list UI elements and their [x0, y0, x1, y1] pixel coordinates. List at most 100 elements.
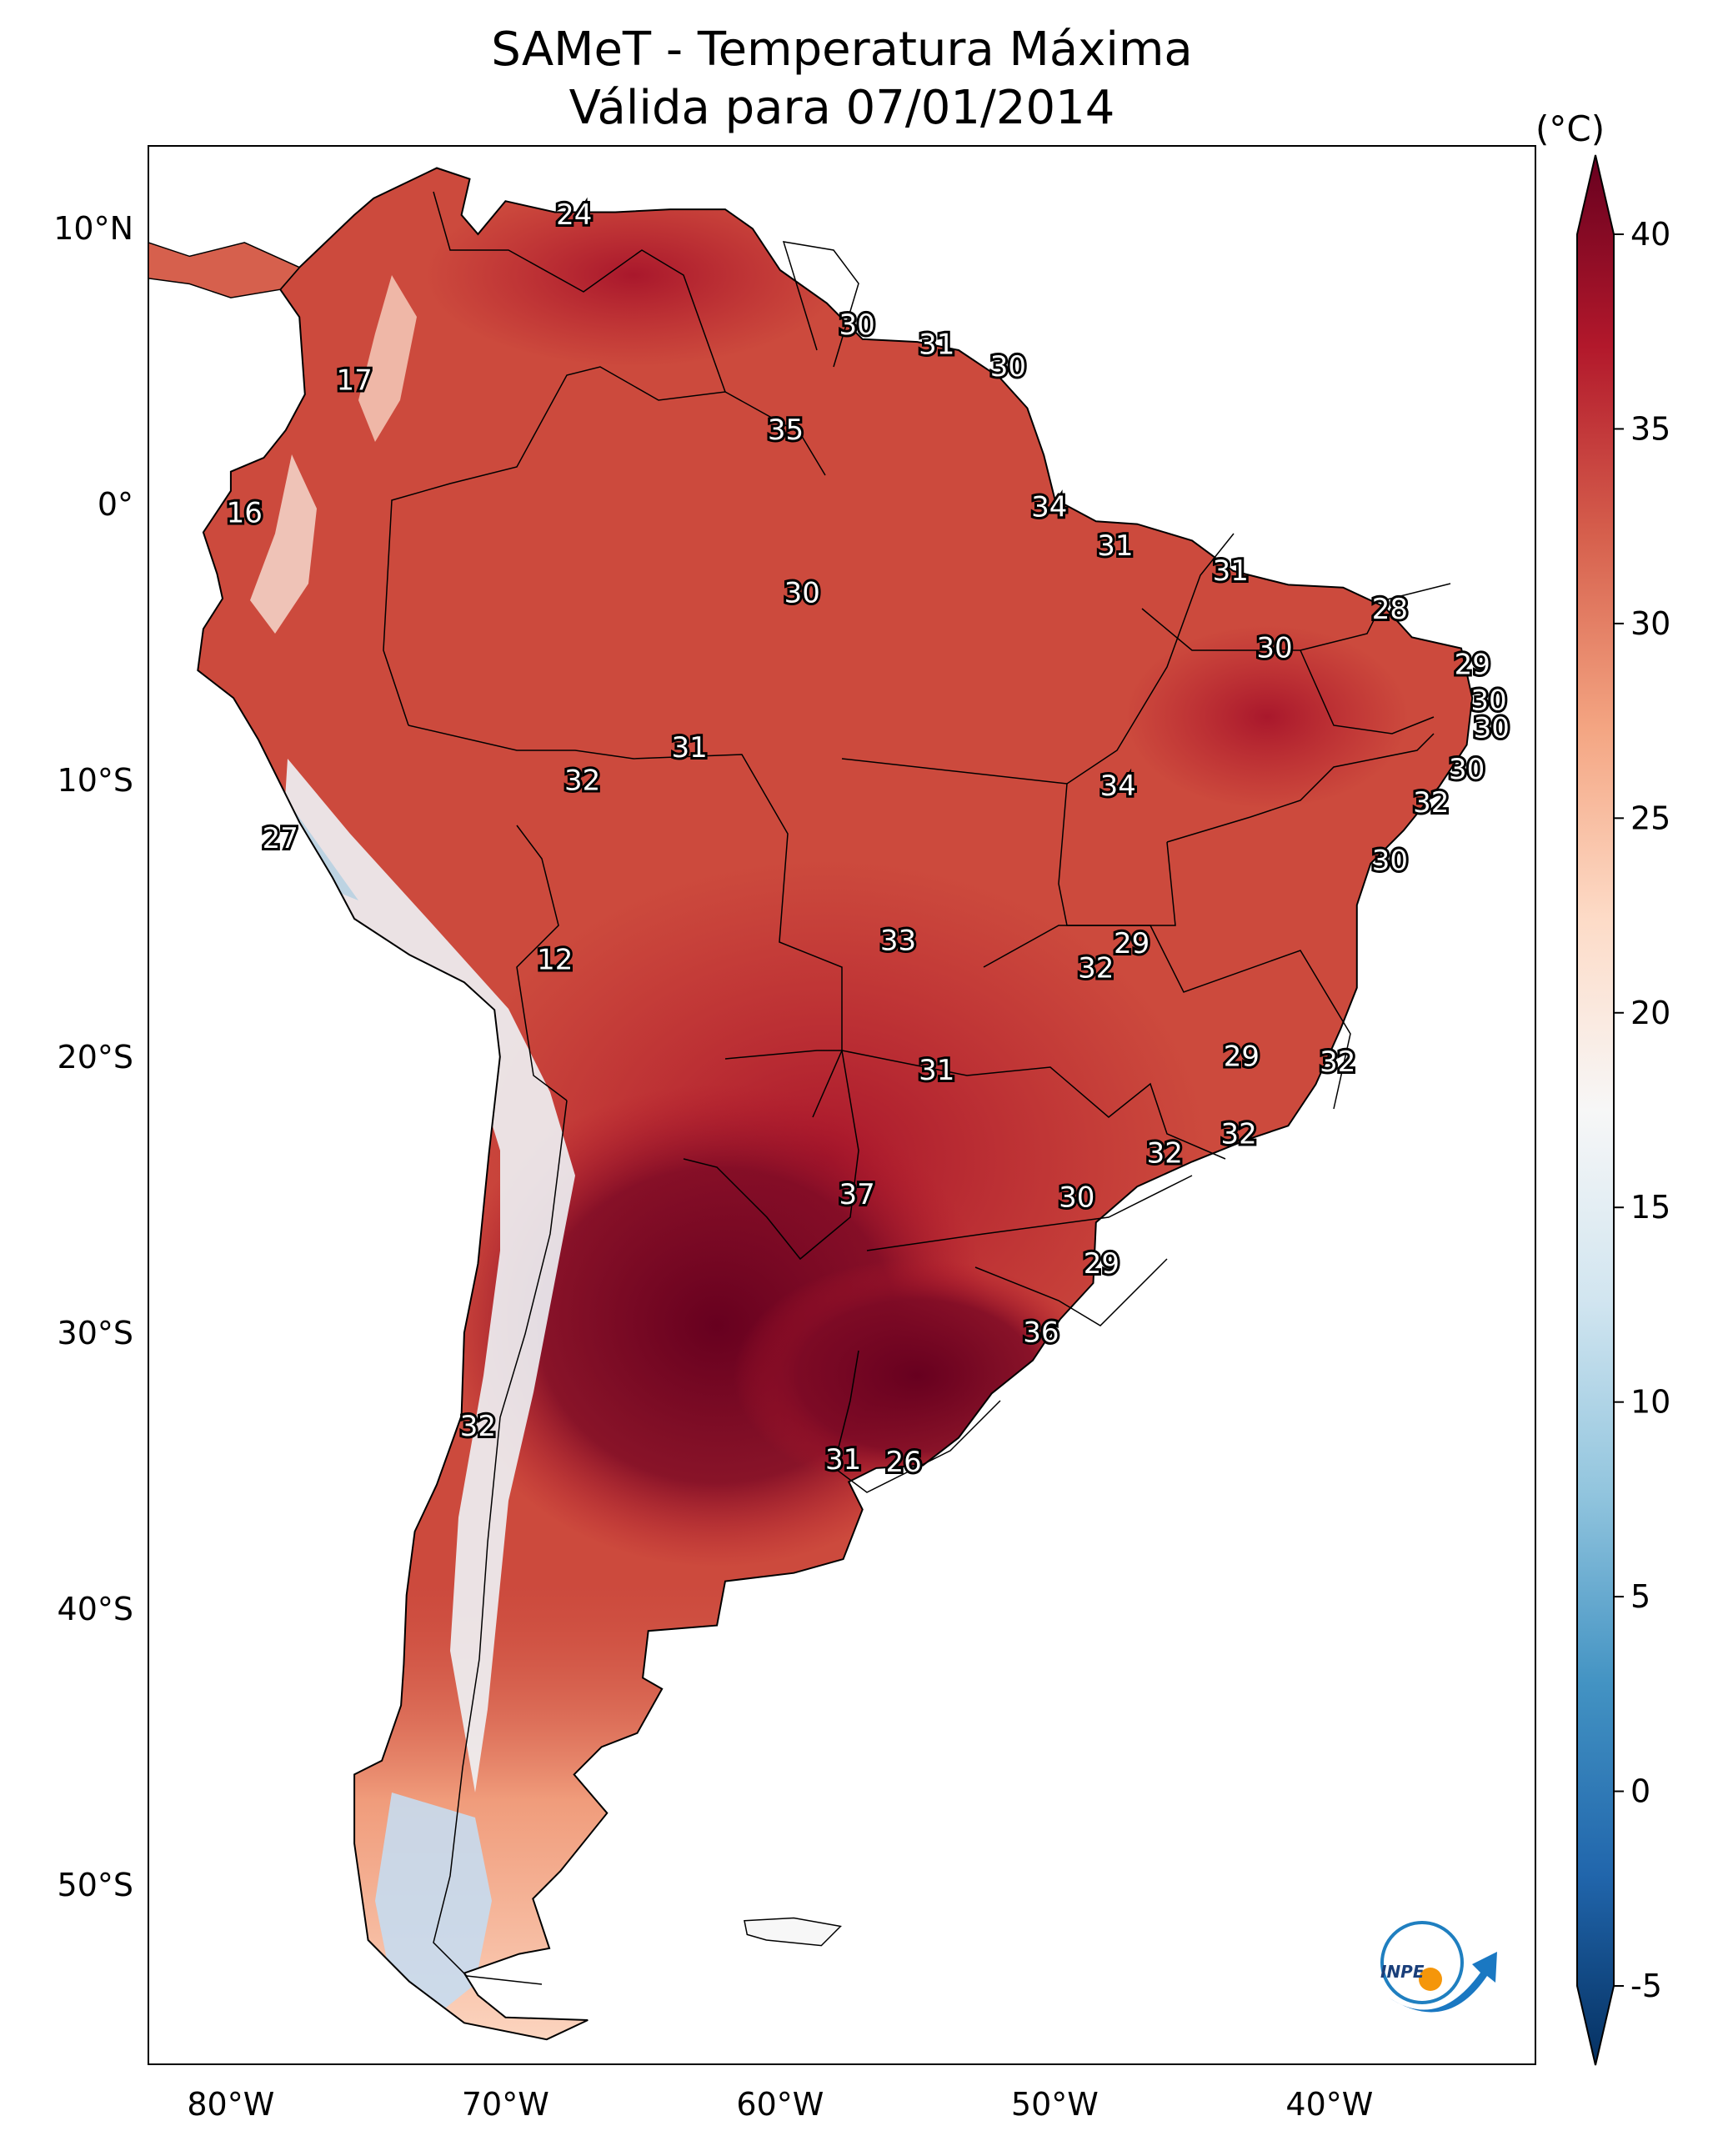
central-america-strip: [148, 241, 301, 298]
temperature-label: 32: [1320, 1045, 1355, 1079]
colorbar-tick-label: 35: [1630, 410, 1670, 447]
colorbar-tick-label: 25: [1630, 800, 1670, 836]
temperature-label: 30: [1059, 1181, 1094, 1214]
temperature-label: 31: [919, 328, 954, 361]
border-bolivia-paraguay: [683, 1050, 859, 1261]
temperature-label: 30: [784, 576, 820, 609]
colorbar-tick-label: -5: [1630, 1968, 1662, 2004]
border-brazil-states-5: [866, 1175, 1193, 1251]
temperature-label: 32: [460, 1410, 496, 1443]
temperature-label: 34: [1031, 491, 1067, 524]
temperature-label: 37: [839, 1178, 874, 1211]
temperature-label: 12: [537, 944, 573, 977]
colorbar: 40 35 30 25 20 15 10 5 0 -5: [1576, 154, 1670, 2066]
temperature-label: 17: [336, 364, 372, 397]
latitude-tick-label: 10°N: [53, 210, 133, 248]
logo-orbit-ring: [1380, 1921, 1464, 2004]
colorbar-tick-label: 15: [1630, 1189, 1670, 1226]
temperature-label: 32: [1413, 786, 1449, 820]
border-brazil-states-7: [1141, 583, 1451, 651]
warm-zone-north: [425, 183, 842, 367]
border-brazil-west: [408, 725, 843, 1118]
temperature-label: 33: [880, 925, 916, 958]
temperature-label: 16: [227, 496, 263, 529]
colorbar-tick-label: 10: [1630, 1384, 1670, 1421]
longitude-tick-label: 60°W: [736, 2086, 824, 2123]
svg-text:INPE: INPE: [1380, 1962, 1425, 1982]
temperature-label: 30: [1372, 845, 1408, 878]
map-title-line-1: SAMeT - Temperatura Máxima: [491, 23, 1193, 77]
temperature-label: 29: [1084, 1247, 1119, 1281]
temperature-label: 32: [1147, 1136, 1183, 1170]
temperature-label: 26: [885, 1446, 921, 1479]
border-venezuela-guyana: [433, 191, 726, 393]
latitude-tick-label: 50°S: [57, 1866, 133, 1903]
inpe-logo: INPE: [1380, 1921, 1497, 2013]
colorbar-unit-label: (°C): [1535, 108, 1605, 149]
border-brazil-states-4: [841, 1050, 1226, 1160]
temperature-label: 32: [564, 765, 600, 798]
longitude-tick-label: 70°W: [461, 2086, 549, 2123]
border-guyana-suriname: [782, 241, 859, 368]
country-borders: [383, 191, 1451, 1985]
colorbar-tick-label: 0: [1630, 1773, 1650, 1810]
temperature-label: 29: [1114, 927, 1150, 960]
cold-zone-patagonia: [375, 1792, 492, 2018]
temperature-label: 31: [671, 731, 707, 765]
map-title-line-2: Válida para 07/01/2014: [568, 81, 1115, 135]
colorbar-tick-label: 40: [1630, 216, 1670, 253]
latitude-tick-label: 40°S: [57, 1590, 133, 1627]
border-brazil-states-6: [974, 1258, 1168, 1326]
latitude-tick-label: 20°S: [57, 1038, 133, 1075]
temperature-label: 27: [263, 822, 298, 855]
coastline: [148, 167, 1474, 2041]
border-brazil-states-3: [983, 925, 1351, 1110]
cool-band-ecuador: [250, 454, 317, 634]
longitude-tick-label: 40°W: [1285, 2086, 1374, 2123]
temperature-label: 32: [1220, 1117, 1256, 1151]
colorbar-tick-label: 20: [1630, 995, 1670, 1031]
cool-band-andes: [283, 759, 575, 1792]
temperature-label: 32: [1078, 952, 1114, 985]
temperature-label: 30: [1474, 712, 1510, 745]
temperature-label: 30: [990, 350, 1026, 384]
falkland-islands: [744, 1917, 842, 1947]
border-argentina-uruguay: [833, 1350, 1001, 1493]
temperature-label: 34: [1100, 770, 1136, 803]
border-argentina-chile: [433, 1100, 568, 1985]
colorbar-tick-label: 5: [1630, 1578, 1650, 1615]
longitude-tick-label: 80°W: [187, 2086, 275, 2123]
cool-band-colombia: [358, 275, 417, 442]
border-brazil-north: [383, 366, 826, 726]
temperature-label: 29: [1455, 648, 1490, 681]
continent-outline: [197, 167, 1474, 2041]
temperature-label: 31: [1097, 529, 1133, 563]
temperature-label: 29: [1224, 1040, 1260, 1074]
temperature-label: 24: [556, 198, 592, 232]
temperature-label: 31: [1213, 554, 1249, 588]
temperature-label: 30: [1256, 632, 1292, 665]
temperature-label: 31: [825, 1443, 861, 1477]
longitude-tick-label: 50°W: [1010, 2086, 1099, 2123]
latitude-tick-label: 0°: [97, 486, 133, 524]
border-brazil-states-9: [1166, 733, 1435, 843]
temperature-label: 30: [1449, 753, 1485, 786]
colorbar-ticks: 40 35 30 25 20 15 10 5 0 -5: [1614, 216, 1670, 2004]
temperature-label: 36: [1023, 1316, 1059, 1350]
latitude-tick-label: 10°S: [57, 762, 133, 800]
colorbar-scale: [1576, 154, 1615, 2066]
border-peru-bolivia: [516, 825, 568, 1101]
logo-arrow-icon: [1389, 1952, 1497, 2013]
temperature-label: 30: [1470, 684, 1506, 718]
temperature-label: 28: [1372, 593, 1408, 626]
warm-zone-northeast: [1125, 625, 1409, 809]
temperature-label: 35: [768, 414, 804, 447]
colorbar-tick-label: 30: [1630, 605, 1670, 642]
cold-spot-peru: [275, 784, 358, 900]
border-brazil-states-8: [1300, 649, 1435, 735]
temperature-label: 30: [839, 308, 874, 342]
latitude-tick-label: 30°S: [57, 1314, 133, 1351]
temperature-label: 31: [919, 1054, 954, 1087]
